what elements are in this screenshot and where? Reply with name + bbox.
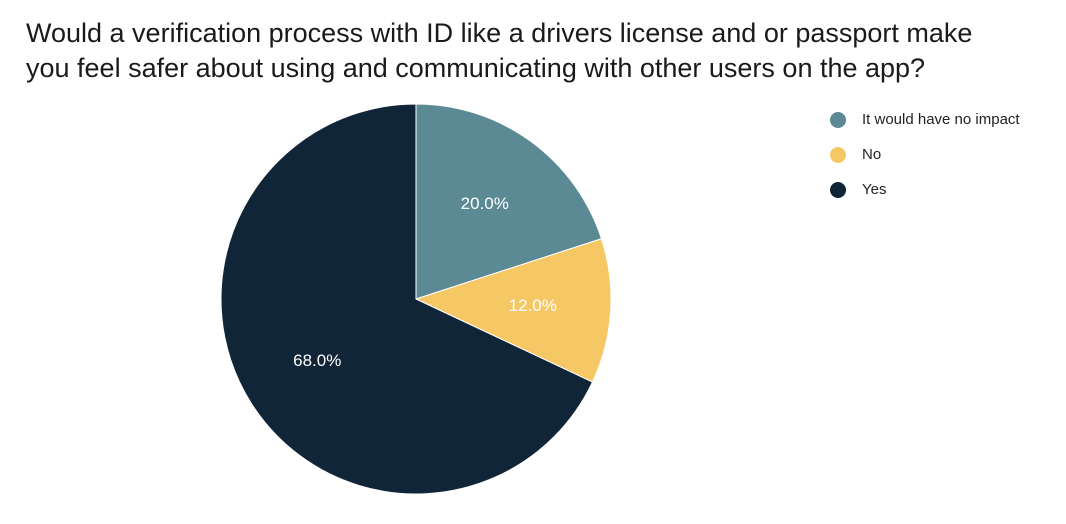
legend-item-no: No bbox=[830, 137, 1020, 172]
legend: It would have no impact No Yes bbox=[830, 102, 1020, 207]
pie-label-no: 12.0% bbox=[509, 296, 557, 315]
chart-title-line-2: you feel safer about using and communica… bbox=[26, 53, 926, 83]
legend-item-no-impact: It would have no impact bbox=[830, 102, 1020, 137]
pie-slice-no-impact bbox=[415, 103, 603, 300]
legend-swatch-no bbox=[830, 146, 846, 163]
chart-title: Would a verification process with ID lik… bbox=[26, 16, 1046, 86]
legend-item-yes: Yes bbox=[830, 172, 1020, 207]
legend-label-yes: Yes bbox=[862, 181, 887, 198]
legend-swatch-yes bbox=[830, 181, 846, 198]
legend-swatch-no-impact bbox=[830, 111, 846, 128]
legend-label-no: No bbox=[862, 146, 882, 163]
pie-slice-yes bbox=[220, 103, 594, 495]
chart-title-line-1: Would a verification process with ID lik… bbox=[26, 18, 973, 48]
pie-label-yes: 68.0% bbox=[293, 351, 341, 370]
legend-label-no-impact: It would have no impact bbox=[862, 111, 1020, 128]
pie-label-no-impact: 20.0% bbox=[461, 194, 509, 213]
pie-slice-no bbox=[414, 238, 612, 383]
